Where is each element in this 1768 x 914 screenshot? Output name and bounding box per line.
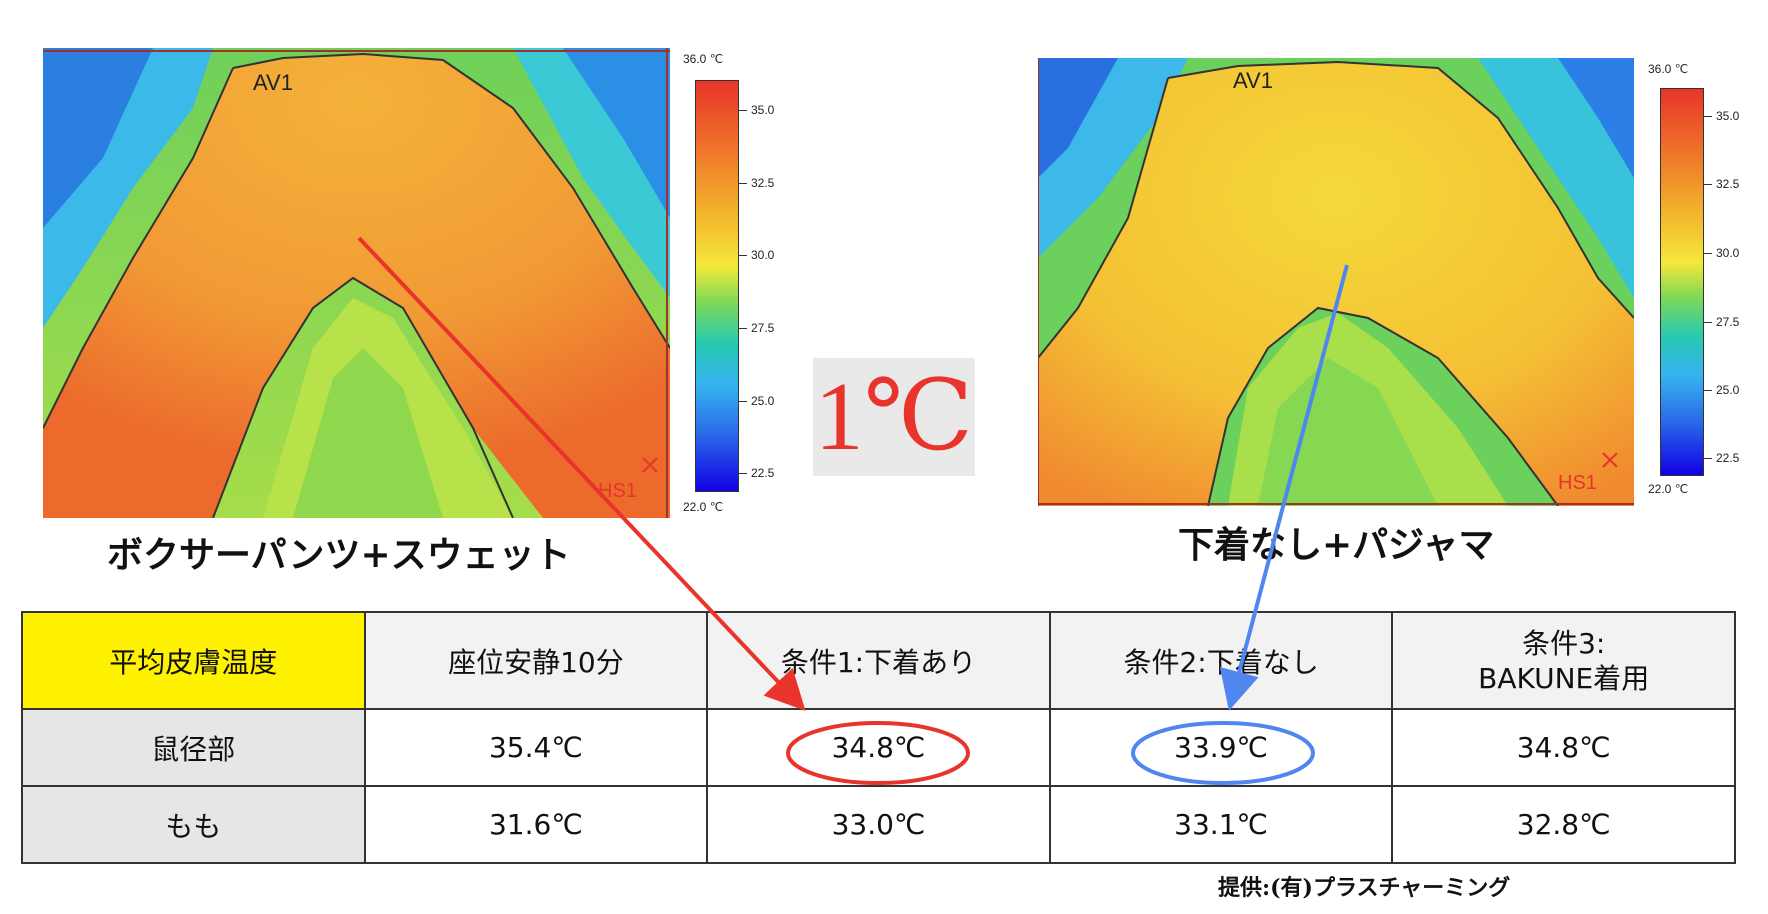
- scale-top-label: 36.0 ℃: [683, 52, 724, 66]
- tick-label: 22.5: [739, 466, 774, 480]
- thermal-image-right: AV1 HS1: [1038, 58, 1634, 506]
- row-header: 鼠径部: [21, 708, 366, 787]
- hs1-label: HS1: [598, 480, 637, 502]
- tick-label: 32.5: [1704, 177, 1739, 191]
- hs1-label: HS1: [1558, 472, 1597, 494]
- row-header: もも: [21, 785, 366, 864]
- skin-temperature-table: 平均皮膚温度 座位安静10分 条件1:下着あり 条件2:下着なし 条件3: BA…: [21, 611, 1736, 864]
- left-image-caption: ボクサーパンツ+スウェット: [107, 534, 571, 576]
- credit-text: 提供:(有)プラスチャーミング: [1218, 875, 1511, 901]
- column-header: 条件2:下着なし: [1048, 611, 1394, 710]
- temperature-scale-left: 36.0 ℃ 35.0 32.5 30.0 27.5 25.0 22.5 22.…: [683, 52, 793, 522]
- column-header: 条件1:下着あり: [706, 611, 1051, 710]
- tick-label: 22.5: [1704, 451, 1739, 465]
- temperature-difference: 1℃: [813, 358, 975, 476]
- tick-label: 32.5: [739, 176, 774, 190]
- av1-label: AV1: [253, 70, 293, 95]
- av1-label: AV1: [1233, 68, 1273, 93]
- scale-bottom-label: 22.0 ℃: [683, 500, 724, 514]
- tick-label: 35.0: [1704, 109, 1739, 123]
- table-cell: 33.1℃: [1048, 785, 1394, 864]
- column-header: 条件3: BAKUNE着用: [1391, 611, 1736, 710]
- table-row: 鼠径部 35.4℃ 34.8℃ 33.9℃ 34.8℃: [21, 708, 1736, 787]
- tick-label: 27.5: [739, 321, 774, 335]
- table-cell: 35.4℃: [363, 708, 709, 787]
- table-header-row: 平均皮膚温度 座位安静10分 条件1:下着あり 条件2:下着なし 条件3: BA…: [21, 611, 1736, 710]
- table-cell: 32.8℃: [1391, 785, 1736, 864]
- tick-label: 25.0: [739, 394, 774, 408]
- tick-label: 25.0: [1704, 383, 1739, 397]
- table-cell: 33.0℃: [706, 785, 1051, 864]
- tick-label: 30.0: [739, 248, 774, 262]
- table-cell: 31.6℃: [363, 785, 709, 864]
- temperature-scale-right: 36.0 ℃ 35.0 32.5 30.0 27.5 25.0 22.5 22.…: [1648, 62, 1758, 507]
- column-header: 座位安静10分: [363, 611, 709, 710]
- table-cell: 33.9℃: [1048, 708, 1394, 787]
- tick-label: 35.0: [739, 103, 774, 117]
- scale-top-label: 36.0 ℃: [1648, 62, 1689, 76]
- color-bar: [695, 80, 739, 492]
- table-cell: 34.8℃: [1391, 708, 1736, 787]
- scale-bottom-label: 22.0 ℃: [1648, 482, 1689, 496]
- tick-label: 30.0: [1704, 246, 1739, 260]
- thermal-image-left: AV1 HS1: [43, 48, 670, 518]
- table-cell: 34.8℃: [706, 708, 1051, 787]
- color-bar: [1660, 88, 1704, 476]
- table-corner-header: 平均皮膚温度: [21, 611, 366, 710]
- table-row: もも 31.6℃ 33.0℃ 33.1℃ 32.8℃: [21, 785, 1736, 864]
- right-image-caption: 下着なし+パジャマ: [1178, 524, 1495, 566]
- tick-label: 27.5: [1704, 315, 1739, 329]
